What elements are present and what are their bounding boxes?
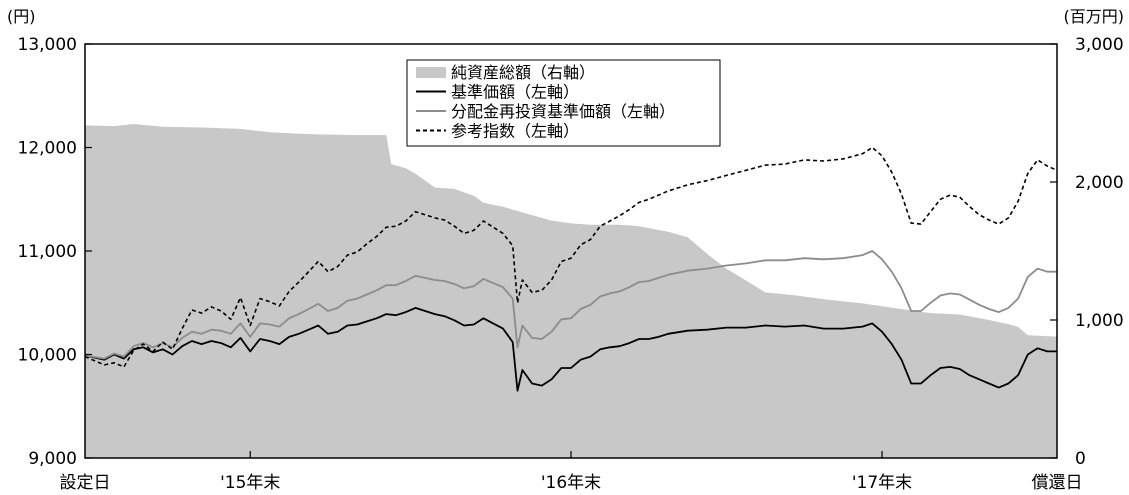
series-reinvested-price-line xyxy=(84,250,1057,360)
legend: 純資産総額（右軸）基準価額（左軸）分配金再投資基準価額（左軸）参考指数（左軸） xyxy=(406,59,721,147)
series-base-price-line xyxy=(84,307,1057,392)
right-tick-label: 2,000 xyxy=(1075,173,1124,193)
net-assets-area-layer xyxy=(85,124,1057,458)
right-tick-label: 3,000 xyxy=(1075,35,1124,55)
x-tick-label: '16年末 xyxy=(541,473,601,493)
x-tick-label: 償還日 xyxy=(1032,473,1083,493)
left-tick-label: 13,000 xyxy=(18,35,77,55)
line-layer xyxy=(84,146,1058,392)
legend-box xyxy=(406,59,721,147)
x-tick-label: '15年末 xyxy=(220,473,280,493)
left-tick-label: 10,000 xyxy=(18,346,77,366)
left-tick-label: 11,000 xyxy=(18,242,77,262)
right-axis-unit: (百万円) xyxy=(1064,7,1125,26)
left-tick-label: 9,000 xyxy=(28,449,77,469)
series-net-assets-area xyxy=(85,124,1057,458)
right-tick-label: 1,000 xyxy=(1075,311,1124,331)
legend-entry-label: 分配金再投資基準価額（左軸） xyxy=(451,102,675,121)
left-axis-unit: (円) xyxy=(7,7,36,26)
left-tick-label: 12,000 xyxy=(18,139,77,159)
right-tick-label: 0 xyxy=(1075,449,1086,469)
legend-entry-label: 純資産総額（右軸） xyxy=(451,63,595,82)
x-tick-label: '17年末 xyxy=(852,473,912,493)
series-reference-index-line xyxy=(84,146,1058,368)
legend-entry-label: 基準価額（左軸） xyxy=(451,83,579,102)
x-tick-label: 設定日 xyxy=(60,473,111,493)
legend-entry-label: 参考指数（左軸） xyxy=(451,122,579,141)
legend-swatch-area xyxy=(416,67,446,78)
ticks-layer: 9,000 10,000 11,000 12,000 13,000 0 1,000 2,000… xyxy=(18,35,1124,493)
